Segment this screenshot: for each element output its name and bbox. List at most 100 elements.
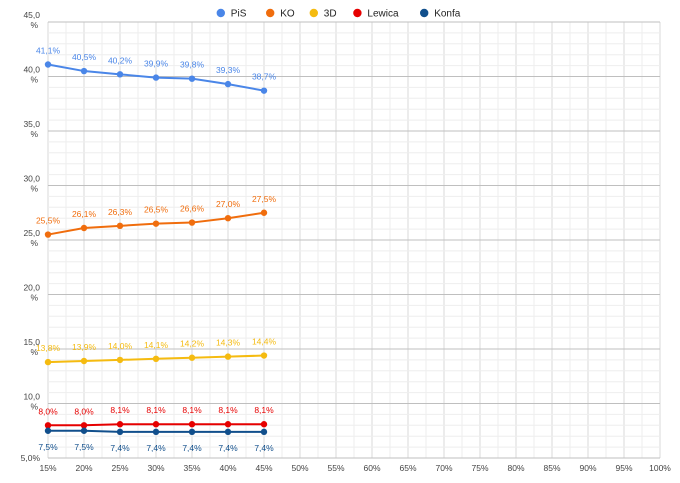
- data-label-konfa: 7,5%: [38, 442, 58, 452]
- x-tick-label: 25%: [111, 463, 128, 473]
- data-label-pis: 40,2%: [108, 55, 133, 65]
- y-tick-label: 45,0%: [23, 10, 40, 30]
- data-label-lewica: 8,1%: [182, 405, 202, 415]
- x-tick-label: 20%: [75, 463, 92, 473]
- data-label-lewica: 8,1%: [254, 405, 274, 415]
- data-label-lewica: 8,1%: [110, 405, 130, 415]
- data-label-pis: 39,8%: [180, 60, 205, 70]
- data-point-pis: [224, 80, 232, 88]
- data-point-konfa: [152, 428, 160, 436]
- legend-label: PiS: [231, 9, 247, 20]
- series-3d: 13,8% 13,9% 14,0% 14,1% 14,2% 14,3% 14,4%: [36, 337, 277, 366]
- data-point-3d: [44, 358, 52, 366]
- data-label-konfa: 7,4%: [254, 443, 274, 453]
- data-label-ko: 26,1%: [72, 209, 97, 219]
- data-point-pis: [80, 67, 88, 75]
- x-axis-ticks: 15% 20% 25% 30% 35% 40% 45% 50% 55% 60% 65% 70% 75% 8…: [39, 463, 671, 473]
- data-point-konfa: [188, 428, 196, 436]
- data-label-konfa: 7,4%: [218, 443, 238, 453]
- legend-marker: [353, 8, 362, 18]
- legend-item-konfa[interactable]: Konfa: [420, 9, 461, 20]
- data-point-konfa: [80, 427, 88, 434]
- data-point-lewica: [152, 421, 160, 428]
- x-tick-label: 60%: [363, 463, 380, 473]
- data-point-konfa: [44, 427, 52, 434]
- legend-marker: [266, 8, 275, 18]
- data-label-pis: 39,3%: [216, 65, 241, 75]
- data-point-pis: [188, 75, 196, 82]
- x-tick-label: 90%: [579, 463, 596, 473]
- legend-item-pis[interactable]: PiS: [216, 8, 247, 20]
- series-lewica: 8,0% 8,0% 8,1% 8,1% 8,1% 8,1% 8,1%: [38, 405, 274, 429]
- data-point-3d: [188, 354, 196, 361]
- y-axis-ticks: 45,0 % 40,0 % 35,0 % 30,0 % 25,0 % 20,0 % 15,0 % 10,0%…: [21, 10, 41, 463]
- data-label-pis: 38,7%: [252, 72, 277, 82]
- grid-lines: [47, 21, 661, 459]
- legend-item-ko[interactable]: KO: [266, 9, 295, 20]
- data-label-ko: 26,3%: [108, 207, 133, 217]
- legend-item-3d[interactable]: 3D: [309, 8, 337, 20]
- data-point-3d: [152, 355, 160, 363]
- data-label-konfa: 7,4%: [182, 443, 202, 453]
- data-label-ko: 27,5%: [252, 194, 277, 204]
- x-tick-label: 30%: [147, 463, 164, 473]
- x-tick-label: 70%: [435, 463, 452, 473]
- data-point-lewica: [224, 421, 232, 428]
- data-label-ko: 26,5%: [144, 205, 169, 215]
- legend-marker: [309, 8, 318, 18]
- data-label-lewica: 8,1%: [218, 405, 238, 415]
- data-point-ko: [44, 231, 52, 238]
- data-point-konfa: [260, 428, 268, 436]
- series-group: 41,1% 40,5% 40,2% 39,9% 39,8% 39,3% 38,7% 25,5%…: [36, 46, 277, 453]
- y-tick-label: 25,0%: [23, 228, 40, 248]
- data-point-konfa: [116, 428, 124, 436]
- y-tick-label: 5,0%: [21, 453, 41, 463]
- data-label-ko: 27,0%: [216, 199, 241, 209]
- y-tick-label: 40,0%: [23, 65, 40, 85]
- data-label-3d: 14,0%: [108, 341, 133, 351]
- data-point-ko: [152, 220, 160, 227]
- y-tick-label: 20,0%: [23, 283, 40, 303]
- data-label-lewica: 8,0%: [74, 406, 94, 416]
- x-tick-label: 100%: [649, 463, 671, 473]
- data-point-ko: [116, 222, 124, 230]
- data-label-konfa: 7,5%: [74, 442, 94, 452]
- x-tick-label: 75%: [471, 463, 488, 473]
- data-label-lewica: 8,0%: [38, 406, 58, 416]
- data-point-3d: [224, 353, 232, 360]
- data-point-ko: [80, 224, 88, 232]
- legend: PiS KO 3D Lewica Konfa: [216, 8, 461, 20]
- data-point-lewica: [44, 422, 52, 429]
- data-label-3d: 14,3%: [216, 338, 241, 348]
- data-point-3d: [260, 352, 268, 359]
- data-point-lewica: [188, 421, 196, 428]
- data-label-3d: 13,9%: [72, 342, 97, 352]
- x-tick-label: 35%: [183, 463, 200, 473]
- data-point-pis: [44, 61, 52, 68]
- data-label-3d: 14,1%: [144, 340, 169, 350]
- legend-marker: [420, 8, 429, 18]
- legend-marker: [216, 8, 225, 18]
- data-label-3d: 14,4%: [252, 337, 277, 347]
- data-point-3d: [116, 356, 124, 364]
- data-label-pis: 41,1%: [36, 46, 61, 56]
- data-label-ko: 26,6%: [180, 204, 205, 214]
- data-label-pis: 39,9%: [144, 59, 169, 69]
- data-label-konfa: 7,4%: [146, 443, 166, 453]
- legend-item-lewica[interactable]: Lewica: [353, 9, 399, 20]
- data-point-ko: [188, 219, 196, 226]
- legend-label: KO: [280, 9, 295, 20]
- series-pis: 41,1% 40,5% 40,2% 39,9% 39,8% 39,3% 38,7%: [36, 46, 277, 94]
- data-point-pis: [116, 71, 124, 78]
- data-point-ko: [224, 215, 232, 222]
- x-tick-label: 15%: [39, 463, 56, 473]
- x-tick-label: 65%: [399, 463, 416, 473]
- y-tick-label: 30,0%: [23, 174, 40, 194]
- data-point-lewica: [116, 421, 124, 428]
- data-point-pis: [152, 74, 160, 81]
- legend-label: Konfa: [434, 9, 461, 20]
- data-label-3d: 14,2%: [180, 339, 205, 349]
- data-point-konfa: [224, 428, 232, 436]
- data-point-lewica: [260, 421, 268, 428]
- data-label-3d: 13,8%: [36, 343, 61, 353]
